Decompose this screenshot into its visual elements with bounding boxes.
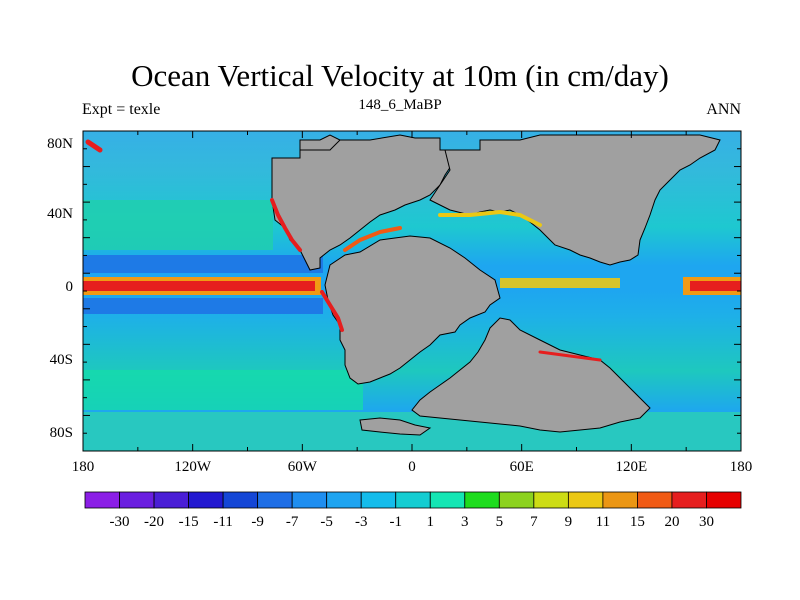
colorbar-swatch xyxy=(567,491,604,509)
colorbar-label: 15 xyxy=(630,514,645,530)
chart-title: Ocean Vertical Velocity at 10m (in cm/da… xyxy=(131,58,669,93)
x-tick-label: 0 xyxy=(408,459,416,475)
ocean-south-pacific-band xyxy=(83,370,363,410)
colorbar-swatch xyxy=(429,491,466,509)
colorbar-swatch xyxy=(153,491,189,509)
colorbar-swatch xyxy=(222,491,259,509)
colorbar-label: -30 xyxy=(110,514,130,530)
equatorial-downwelling-south xyxy=(83,298,323,314)
colorbar-label: 11 xyxy=(596,514,610,530)
colorbar-swatch xyxy=(706,491,742,509)
x-tick-label: 180 xyxy=(730,459,753,475)
experiment-label: Expt = texle xyxy=(82,101,161,118)
colorbar-swatch xyxy=(119,491,155,509)
colorbar-label: 7 xyxy=(530,514,538,530)
colorbar-swatch xyxy=(533,491,569,509)
upwelling-california xyxy=(270,198,302,252)
case-label: 148_6_MaBP xyxy=(358,97,442,113)
upwelling-tethys-north xyxy=(343,226,402,252)
colorbar-swatch xyxy=(637,491,673,509)
x-axis-ticks xyxy=(82,131,742,451)
y-tick-label: 80N xyxy=(47,136,73,152)
y-tick-label: 40S xyxy=(50,352,73,368)
y-tick-label: 0 xyxy=(66,279,74,295)
colorbar-swatch xyxy=(257,491,293,509)
land-masses xyxy=(271,134,721,436)
x-tick-label: 120E xyxy=(615,459,647,475)
colorbar-label: -1 xyxy=(389,514,402,530)
colorbar xyxy=(84,491,742,509)
land-south-america-africa xyxy=(324,235,501,385)
x-axis-labels: 180 120W 60W 0 60E 120E 180 xyxy=(72,459,753,475)
equatorial-upwelling-east-core xyxy=(690,281,741,291)
colorbar-labels: -30 -20 -15 -11 -9 -7 -5 -3 -1 1 3 5 7 9 11 15 20 30 xyxy=(110,514,714,530)
colorbar-label: -7 xyxy=(286,514,299,530)
colorbar-swatch xyxy=(84,491,120,509)
x-tick-label: 60E xyxy=(510,459,534,475)
colorbar-label: -3 xyxy=(355,514,368,530)
colorbar-swatch xyxy=(671,491,707,509)
colorbar-label: -5 xyxy=(320,514,333,530)
colorbar-swatch xyxy=(291,491,328,509)
y-axis-ticks xyxy=(83,130,741,452)
upwelling-arctic xyxy=(85,139,103,153)
season-label: ANN xyxy=(706,101,741,118)
coastal-upwelling-highlights xyxy=(85,139,602,362)
colorbar-label: -15 xyxy=(179,514,199,530)
ocean-north-pacific-band xyxy=(83,200,273,250)
map-field xyxy=(83,131,741,451)
colorbar-label: 5 xyxy=(496,514,504,530)
x-tick-label: 60W xyxy=(288,459,318,475)
indian-equatorial-band xyxy=(500,278,620,288)
upwelling-tethys xyxy=(438,209,542,227)
colorbar-swatch xyxy=(498,491,535,509)
upwelling-peru xyxy=(320,290,344,332)
colorbar-swatch xyxy=(464,491,500,509)
colorbar-label: 9 xyxy=(565,514,573,530)
upwelling-southern xyxy=(538,350,602,362)
land-antarctica-australia xyxy=(411,317,651,433)
colorbar-label: 3 xyxy=(461,514,469,530)
colorbar-swatch xyxy=(188,491,224,509)
x-tick-label: 120W xyxy=(174,459,212,475)
colorbar-swatch xyxy=(326,491,362,509)
colorbar-label: 30 xyxy=(699,514,714,530)
land-greenland xyxy=(299,134,341,151)
equatorial-downwelling-north xyxy=(83,255,323,273)
colorbar-swatch xyxy=(395,491,431,509)
colorbar-label: 20 xyxy=(664,514,679,530)
colorbar-swatch xyxy=(602,491,638,509)
equatorial-upwelling-core xyxy=(83,281,315,291)
y-tick-label: 80S xyxy=(50,425,73,441)
y-tick-label: 40N xyxy=(47,206,73,222)
colorbar-label: 1 xyxy=(427,514,435,530)
colorbar-label: -20 xyxy=(144,514,164,530)
y-axis-labels: 80N 40N 0 40S 80S xyxy=(47,136,73,441)
colorbar-label: -11 xyxy=(213,514,232,530)
colorbar-label: -9 xyxy=(251,514,264,530)
land-antarctic-coast xyxy=(359,417,432,436)
x-tick-label: 180 xyxy=(72,459,95,475)
colorbar-swatch xyxy=(360,491,397,509)
land-north-america xyxy=(271,134,456,271)
